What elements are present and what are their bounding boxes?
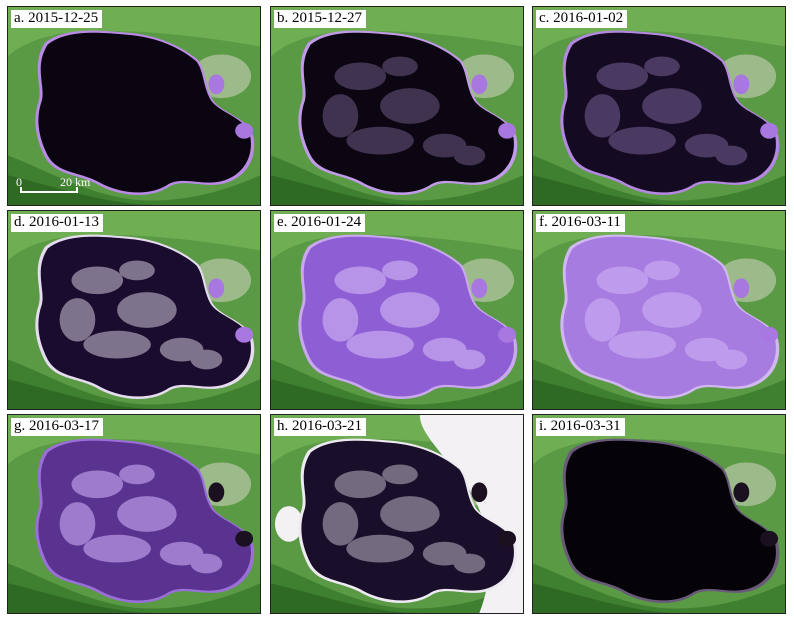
panel-label: c. 2016-01-02 xyxy=(536,10,628,28)
satellite-image-e xyxy=(271,211,523,409)
satellite-image-c xyxy=(533,7,785,205)
panel-g: g. 2016-03-17 xyxy=(7,414,261,614)
scale-bar: 0 20 km xyxy=(16,171,106,197)
panel-c: c. 2016-01-02 xyxy=(532,6,786,206)
panel-f: f. 2016-03-11 xyxy=(532,210,786,410)
satellite-image-g xyxy=(8,415,260,613)
panel-label: h. 2016-03-21 xyxy=(274,418,366,436)
panel-label: e. 2016-01-24 xyxy=(274,214,366,232)
panel-b: b. 2015-12-27 xyxy=(270,6,524,206)
panel-label: b. 2015-12-27 xyxy=(274,10,366,28)
panel-d: d. 2016-01-13 xyxy=(7,210,261,410)
panel-e: e. 2016-01-24 xyxy=(270,210,524,410)
scale-bar-line xyxy=(20,187,78,193)
satellite-image-b xyxy=(271,7,523,205)
panel-h: h. 2016-03-21 xyxy=(270,414,524,614)
satellite-image-f xyxy=(533,211,785,409)
panel-i: i. 2016-03-31 xyxy=(532,414,786,614)
panel-label: d. 2016-01-13 xyxy=(11,214,103,232)
panel-a: a. 2015-12-25 0 20 km xyxy=(7,6,261,206)
panel-label: g. 2016-03-17 xyxy=(11,418,103,436)
panel-label: i. 2016-03-31 xyxy=(536,418,625,436)
scale-zero-label: 0 xyxy=(16,175,22,189)
scale-distance-label: 20 km xyxy=(60,175,91,189)
satellite-image-d xyxy=(8,211,260,409)
satellite-image-a xyxy=(8,7,260,205)
satellite-image-h xyxy=(271,415,523,613)
panel-label: a. 2015-12-25 xyxy=(11,10,103,28)
satellite-image-i xyxy=(533,415,785,613)
panel-label: f. 2016-03-11 xyxy=(536,214,625,232)
